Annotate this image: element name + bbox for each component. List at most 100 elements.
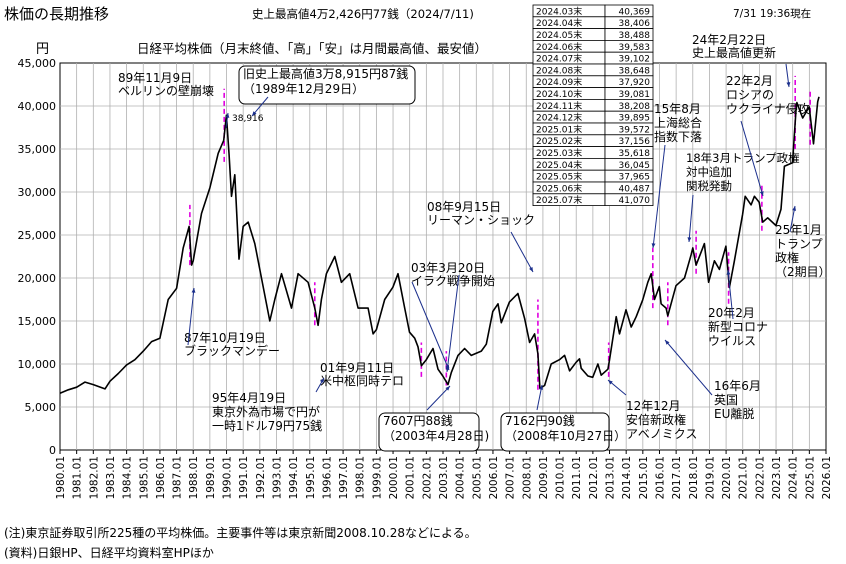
annotation-arrowhead bbox=[608, 380, 613, 385]
annotation-leader bbox=[187, 287, 195, 346]
annotation-text: 7162円90銭 bbox=[505, 413, 575, 428]
x-tick-label: 2020.01 bbox=[721, 456, 733, 499]
table-value: 39,572 bbox=[619, 125, 651, 135]
annotation-box bbox=[500, 412, 610, 452]
x-tick-label: 2014.01 bbox=[621, 456, 633, 499]
x-tick-label: 1988.01 bbox=[188, 456, 200, 499]
annotation-text: 政権 bbox=[775, 250, 799, 265]
annotation-arrowhead bbox=[539, 385, 544, 390]
table-value: 37,965 bbox=[619, 173, 651, 183]
annotation-arrowhead bbox=[191, 288, 196, 293]
annotation-arrowhead bbox=[651, 243, 656, 248]
table-date: 2025.03末 bbox=[536, 147, 582, 159]
table-value: 38,488 bbox=[619, 31, 651, 41]
annotation-arrowhead bbox=[252, 111, 257, 116]
x-tick-label: 1989.01 bbox=[205, 456, 217, 499]
annotation-arrowhead bbox=[665, 340, 670, 345]
x-tick-label: 1990.01 bbox=[222, 456, 234, 499]
table-value: 37,156 bbox=[619, 137, 651, 147]
annotation-text: 指数下落 bbox=[654, 129, 702, 144]
x-tick-label: 1986.01 bbox=[155, 456, 167, 499]
x-tick-label: 2010.01 bbox=[555, 456, 567, 499]
table-value: 39,102 bbox=[619, 55, 651, 65]
table-value: 39,583 bbox=[619, 43, 651, 53]
annotation-text: 安倍新政権 bbox=[626, 412, 686, 427]
y-tick-label: 10,000 bbox=[18, 358, 57, 371]
table-value: 38,648 bbox=[619, 66, 651, 76]
annotation-text: 08年9月15日 bbox=[427, 200, 501, 214]
x-tick-label: 2007.01 bbox=[505, 456, 517, 499]
annotation-text: 20年2月 bbox=[708, 306, 755, 320]
annotation-arrowhead bbox=[529, 267, 533, 272]
price-line bbox=[59, 96, 820, 394]
annotation-arrowhead bbox=[445, 367, 450, 372]
annotation-text: 01年9月11日 bbox=[320, 361, 394, 375]
x-tick-label: 2000.01 bbox=[388, 456, 400, 499]
y-axis-unit: 円 bbox=[36, 42, 50, 57]
x-tick-label: 2006.01 bbox=[488, 456, 500, 499]
x-tick-label: 1994.01 bbox=[288, 456, 300, 499]
annotation-arrowhead bbox=[726, 270, 731, 275]
x-tick-label: 1983.01 bbox=[105, 456, 117, 499]
annotation-leader bbox=[688, 194, 694, 243]
annotation-box bbox=[378, 412, 480, 452]
x-tick-label: 2009.01 bbox=[538, 456, 550, 499]
table-cell-value bbox=[604, 193, 654, 207]
table-date: 2024.06末 bbox=[536, 41, 582, 53]
x-tick-label: 2012.01 bbox=[588, 456, 600, 499]
annotation-text: 95年4月19日 bbox=[212, 391, 286, 405]
y-tick-label: 20,000 bbox=[18, 272, 57, 285]
x-tick-label: 2022.01 bbox=[754, 456, 766, 499]
annotation-text: 87年10月19日 bbox=[184, 331, 266, 345]
annotation-text: トランプ bbox=[775, 237, 823, 251]
annotation-text: 米中枢同時テロ bbox=[320, 373, 404, 388]
annotation-text: EU離脱 bbox=[714, 406, 754, 421]
x-tick-label: 2023.01 bbox=[771, 456, 783, 499]
table-value: 35,618 bbox=[619, 149, 651, 159]
table-date: 2025.06末 bbox=[536, 182, 582, 194]
annotation-leader bbox=[446, 274, 460, 373]
annotation-leader bbox=[664, 339, 713, 396]
y-tick-label: 5,000 bbox=[25, 401, 57, 414]
annotation-text: アベノミクス bbox=[626, 427, 697, 441]
x-tick-label: 1984.01 bbox=[122, 456, 134, 499]
annotation-text: 一時1ドル79円75銭 bbox=[212, 418, 322, 433]
table-date: 2024.04末 bbox=[536, 17, 582, 29]
x-tick-label: 2026.01 bbox=[821, 456, 833, 499]
table-date: 2025.01末 bbox=[536, 123, 582, 135]
table-date: 2025.02末 bbox=[536, 135, 582, 147]
table-value: 38,406 bbox=[619, 19, 651, 29]
table-date: 2024.10末 bbox=[536, 88, 582, 100]
annotation-leader bbox=[510, 231, 534, 273]
annotation-text: 16年6月 bbox=[714, 379, 761, 393]
x-tick-label: 1999.01 bbox=[371, 456, 383, 499]
y-tick-label: 40,000 bbox=[18, 100, 57, 113]
x-tick-label: 2024.01 bbox=[788, 456, 800, 499]
table-date: 2024.09末 bbox=[536, 76, 582, 88]
table-date: 2025.07末 bbox=[536, 194, 582, 206]
chart-subtitle: 日経平均株価（月末終値、「高」「安」は月間最高値、最安値） bbox=[137, 41, 488, 56]
annotation-text: ウイルス bbox=[708, 334, 756, 348]
x-tick-label: 1991.01 bbox=[238, 456, 250, 499]
annotation-text: 関税発動 bbox=[686, 179, 732, 193]
annotation-text: （2003年4月28日) bbox=[383, 429, 489, 443]
table-date: 2025.05末 bbox=[536, 171, 582, 183]
x-tick-label: 1981.01 bbox=[72, 456, 84, 499]
table-date: 2024.03末 bbox=[536, 5, 582, 17]
x-tick-label: 1996.01 bbox=[321, 456, 333, 499]
annotation-arrowhead bbox=[445, 386, 450, 391]
x-tick-label: 2025.01 bbox=[804, 456, 816, 499]
table-date: 2025.04末 bbox=[536, 159, 582, 171]
timestamp: 7/31 19:36現在 bbox=[733, 8, 812, 20]
x-tick-label: 1987.01 bbox=[172, 456, 184, 499]
table-value: 36,045 bbox=[619, 161, 651, 171]
y-tick-label: 35,000 bbox=[18, 143, 57, 156]
table-value: 39,081 bbox=[619, 90, 651, 100]
y-tick-label: 15,000 bbox=[18, 315, 57, 328]
annotation-leader bbox=[740, 120, 764, 197]
x-tick-label: 2003.01 bbox=[438, 456, 450, 499]
x-tick-label: 1997.01 bbox=[338, 456, 350, 499]
annotation-text: 対中追加 bbox=[686, 165, 732, 179]
x-tick-label: 2011.01 bbox=[571, 456, 583, 499]
annotation-arrowhead bbox=[759, 191, 764, 196]
